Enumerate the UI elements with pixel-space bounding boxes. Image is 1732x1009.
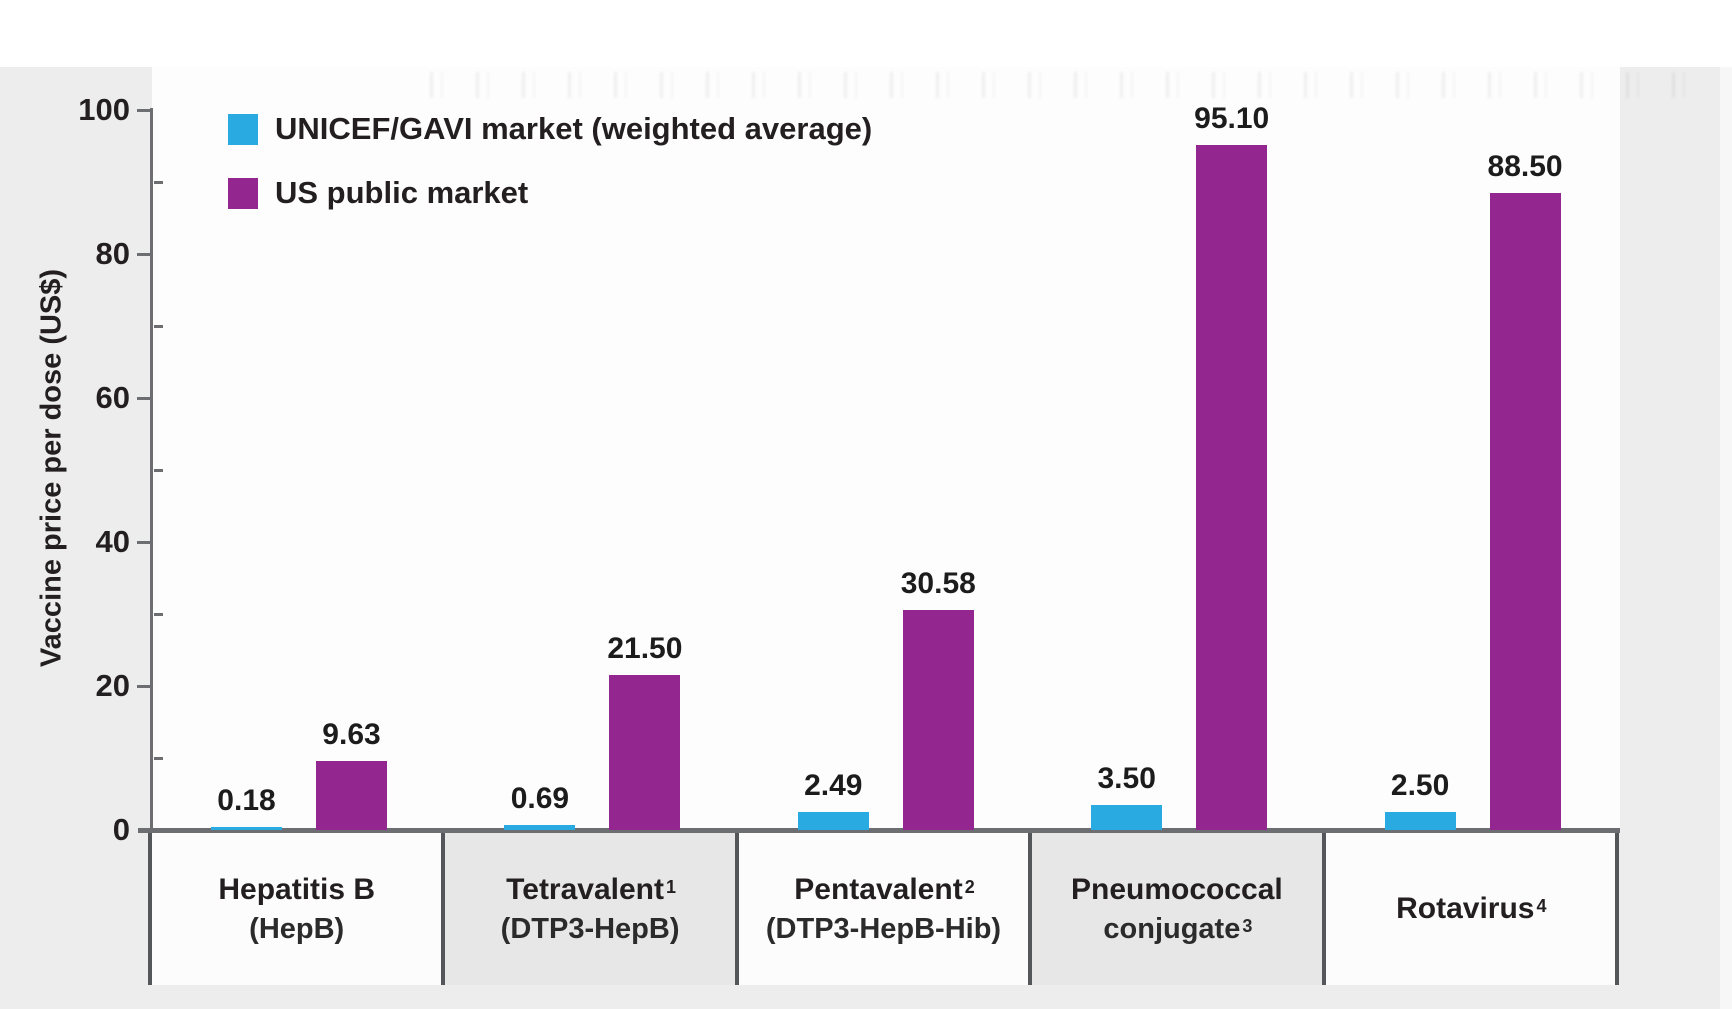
y-tick-label-40: 40 [95,524,130,559]
y-tick-60 [137,396,152,400]
value-label-unicef-gavi-hepatitis-b: 0.18 [217,784,276,817]
footnote-marker-2: 2 [964,877,975,897]
value-label-unicef-gavi-rotavirus: 2.50 [1390,769,1450,802]
y-minor-tick-50 [154,468,163,472]
legend-label-unicef-gavi: UNICEF/GAVI market (weighted average) [275,111,873,146]
bar-unicef-gavi-hepatitis-b [211,827,282,830]
y-tick-label-20: 20 [95,668,130,703]
value-label-us-rotavirus: 88.50 [1487,149,1563,183]
y-minor-tick-70 [154,324,163,328]
category-divider-4 [1321,833,1326,985]
category-sublabel-pentavalent: (DTP3-HepB-Hib) [765,913,1002,945]
y-axis-title: Vaccine price per dose (US$) [35,268,68,668]
bar-unicef-gavi-tetravalent [504,825,576,830]
footnote-marker-1: 1 [666,877,677,897]
category-sublabel-pneumococcal: conjugate 3 [1103,913,1253,945]
y-tick-100 [137,108,152,112]
legend-swatch-unicef-gavi [228,113,258,145]
y-tick-label-0: 0 [112,812,130,847]
category-label-pneumococcal: Pneumococcal [1071,873,1283,906]
value-label-us-pentavalent: 30.58 [900,566,976,600]
category-divider-3 [1028,833,1033,985]
cropped-text-artifact [430,72,1690,98]
y-tick-20 [137,684,152,688]
y-tick-label-100: 100 [78,92,130,127]
y-tick-80 [137,252,152,256]
category-box-pneumococcal: Pneumococcal conjugate 3 [1030,833,1324,985]
value-label-us-tetravalent: 21.50 [607,632,683,666]
category-divider-5 [1615,833,1619,985]
y-minor-tick-10 [154,756,163,760]
right-margin-strip [1720,67,1732,1009]
category-sublabel-hepatitis-b: (HepB) [249,913,345,945]
legend-item-us-public: US public market [228,176,872,210]
y-minor-tick-30 [154,612,163,616]
bar-us-pentavalent [902,609,974,830]
legend: UNICEF/GAVI market (weighted average) US… [228,112,872,210]
bar-unicef-gavi-pentavalent [797,812,869,830]
plot-area [152,67,1620,830]
category-box-tetravalent: Tetravalent 1 (DTP3-HepB) [443,833,737,985]
value-label-unicef-gavi-pneumococcal: 3.50 [1097,761,1156,795]
bar-us-tetravalent [609,675,681,830]
y-tick-label-60: 60 [95,380,130,415]
category-box-rotavirus: Rotavirus 4 [1323,833,1617,985]
value-label-us-hepatitis-b: 9.63 [322,717,381,751]
bar-us-rotavirus [1489,192,1561,830]
y-axis-line [150,108,153,832]
bar-unicef-gavi-rotavirus [1384,812,1456,830]
x-axis-line [138,828,1620,833]
category-divider-1 [441,833,446,985]
category-box-hepatitis-b: Hepatitis B (HepB) [150,833,444,985]
value-label-us-pneumococcal: 95.10 [1194,102,1270,136]
legend-item-unicef-gavi: UNICEF/GAVI market (weighted average) [228,112,872,146]
category-divider-2 [734,833,739,985]
value-label-unicef-gavi-tetravalent: 0.69 [510,782,570,816]
category-sublabel-tetravalent: (DTP3-HepB) [500,913,680,945]
bar-us-pneumococcal [1196,145,1268,830]
category-divider-0 [148,833,152,985]
y-minor-tick-90 [154,180,163,184]
footnote-marker-4: 4 [1536,896,1547,916]
value-label-unicef-gavi-pentavalent: 2.49 [804,769,863,803]
category-box-pentavalent: Pentavalent 2 (DTP3-HepB-Hib) [736,833,1031,985]
category-label-hepatitis-b: Hepatitis B [218,873,376,906]
category-label-tetravalent: Tetravalent 1 [506,873,677,906]
legend-label-us-public: US public market [275,175,529,210]
bar-us-hepatitis-b [316,760,387,830]
category-label-pentavalent: Pentavalent 2 [794,873,975,906]
footnote-marker-3: 3 [1242,916,1253,936]
bar-unicef-gavi-pneumococcal [1091,804,1163,830]
y-tick-label-80: 80 [95,236,130,271]
top-margin-strip [0,0,1732,67]
y-tick-40 [137,540,152,544]
legend-swatch-us-public [228,177,258,209]
category-label-rotavirus: Rotavirus 4 [1396,892,1547,925]
